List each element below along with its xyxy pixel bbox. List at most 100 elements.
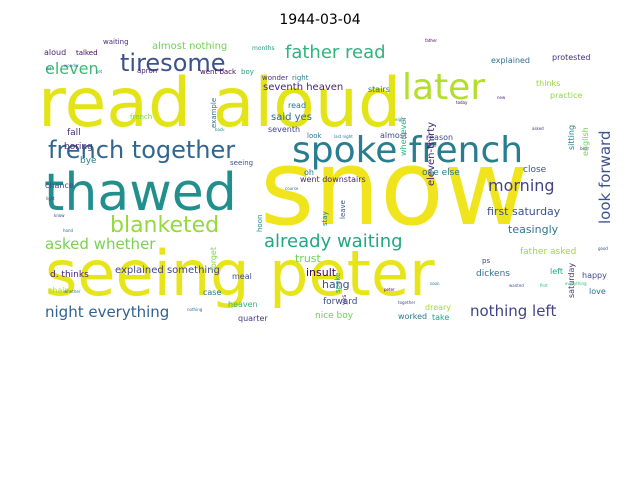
cloud-word-seventh-heaven: seventh heaven <box>263 82 343 93</box>
cloud-word-read-aloud: read aloud <box>40 64 401 143</box>
cloud-word-chair: chair <box>48 286 69 295</box>
cloud-word-went-back: went back <box>200 68 237 76</box>
cloud-word-bear: bear <box>580 146 589 151</box>
cloud-word-nice-boy: nice boy <box>315 311 354 321</box>
cloud-word-example: example <box>210 98 218 128</box>
cloud-word-waiting: waiting <box>103 38 129 46</box>
cloud-word-spoke: spoke <box>334 273 342 293</box>
cloud-word-later: later <box>402 67 485 108</box>
figure-title: 1944-03-04 <box>279 12 361 28</box>
cloud-word-read: read <box>288 101 306 110</box>
cloud-word-d-thinks: d. thinks <box>50 270 89 280</box>
cloud-word-yes: yes <box>341 295 348 305</box>
cloud-word-leave: leave <box>339 200 347 219</box>
cloud-word-explained: explained <box>491 56 530 65</box>
cloud-word-dickens: dickens <box>476 269 510 279</box>
cloud-word-first-saturday: first saturday <box>487 205 561 218</box>
cloud-word-already-waiting: already waiting <box>264 231 403 252</box>
cloud-word-look: look <box>307 132 323 140</box>
cloud-word-quarter: quarter <box>238 314 268 323</box>
cloud-word-hand: hand <box>63 228 74 233</box>
cloud-word-wanted: wanted <box>509 283 524 288</box>
cloud-word-explained-something: explained something <box>115 265 220 276</box>
cloud-word-seeing: seeing <box>230 159 253 167</box>
cloud-word-snow: snow <box>260 127 529 249</box>
cloud-word-eight: eight <box>395 117 406 122</box>
cloud-word-asked-whether: asked whether <box>45 235 156 253</box>
cloud-word-oh: oh <box>304 168 314 177</box>
cloud-word-let: let <box>46 66 52 71</box>
cloud-word-seventh: seventh <box>268 125 300 134</box>
cloud-word-boring: boring <box>64 142 93 152</box>
cloud-word-one-else: one else <box>422 168 460 178</box>
cloud-word-father-asked: father asked <box>520 247 576 257</box>
cloud-word-asked: asked <box>532 126 544 131</box>
cloud-word-first: first <box>540 283 548 288</box>
cloud-word-teasingly: teasingly <box>508 223 559 236</box>
cloud-word-back: back <box>215 127 225 132</box>
cloud-word-thawed: thawed <box>44 163 237 223</box>
cloud-word-right: right <box>292 74 309 82</box>
cloud-word-love: love <box>589 287 606 296</box>
cloud-word-thinks: thinks <box>536 79 560 88</box>
cloud-word-french-together: french together <box>48 136 235 164</box>
cloud-word-nothing: nothing <box>187 307 203 312</box>
cloud-word-tiresome: tiresome <box>120 49 226 77</box>
word-cloud: read aloud snow seeing peter thawed later spo… <box>40 36 616 324</box>
cloud-word-trust: trust <box>295 252 322 265</box>
cloud-word-blanketed: blanketed <box>110 213 219 238</box>
cloud-word-months: months <box>252 45 275 52</box>
cloud-word-dreary: dreary <box>425 303 451 312</box>
cloud-word-father-read: father read <box>285 42 386 63</box>
cloud-word-left: left <box>550 267 563 276</box>
cloud-word-meal: meal <box>232 272 252 281</box>
cloud-word-peter: peter <box>384 287 395 292</box>
cloud-word-chance: chance <box>45 181 74 190</box>
cloud-word-apron: apron <box>137 67 157 75</box>
cloud-word-stay: stay <box>321 211 329 226</box>
cloud-word-english: english <box>581 127 590 156</box>
cloud-word-saturday: saturday <box>567 263 576 298</box>
cloud-word-almost-nothing: almost nothing <box>152 41 227 52</box>
cloud-word-look-forward: look forward <box>596 131 614 225</box>
cloud-word-worked: worked <box>398 312 427 321</box>
cloud-word-seeing-peter: seeing peter <box>45 237 435 310</box>
cloud-word-stairs: stairs <box>368 85 390 94</box>
cloud-word-talked: talked <box>76 49 98 57</box>
cloud-word-night-everything: night everything <box>45 303 169 321</box>
cloud-word-bye: bye <box>80 156 97 166</box>
cloud-word-said-yes: said yes <box>271 112 312 123</box>
cloud-word-hoon: hoon <box>256 215 264 232</box>
cloud-word-protested: protested <box>552 53 590 62</box>
cloud-word-father: father <box>425 38 437 43</box>
cloud-word-hang: hang <box>322 278 350 291</box>
cloud-word-sitting: sitting <box>567 125 576 150</box>
cloud-word-eleven: eleven <box>45 59 99 78</box>
cloud-word-know: know <box>54 213 65 218</box>
cloud-word-eleven-thirty: eleven-thirty <box>426 122 437 186</box>
cloud-word-fall: fall <box>67 128 81 138</box>
cloud-word-forget: forget <box>209 247 218 271</box>
cloud-word-reason: reason <box>426 133 453 142</box>
cloud-word-aloud: aloud <box>44 48 66 57</box>
cloud-word-everything: everything <box>565 281 587 286</box>
cloud-word-good: good <box>598 246 608 251</box>
cloud-word-last-night: last night <box>334 134 353 139</box>
cloud-word-together: together <box>398 300 416 305</box>
cloud-word-almost: almost <box>380 131 407 140</box>
cloud-word-boy: boy <box>241 68 254 76</box>
cloud-word-set: set <box>96 69 103 74</box>
cloud-word-today: today <box>456 100 468 105</box>
cloud-word-forward: forward <box>323 297 358 307</box>
cloud-word-french: french <box>130 113 152 121</box>
cloud-word-nothing-left: nothing left <box>470 302 556 320</box>
cloud-word-morning: morning <box>488 176 555 195</box>
cloud-word-close: close <box>523 165 547 175</box>
cloud-word-soon: soon <box>430 281 440 286</box>
cloud-word-says: says <box>427 143 436 148</box>
cloud-word-course: course <box>285 186 299 191</box>
cloud-word-happy: happy <box>582 271 607 280</box>
cloud-word-whenever: whenever <box>399 116 408 156</box>
cloud-word-case: case <box>203 288 221 297</box>
